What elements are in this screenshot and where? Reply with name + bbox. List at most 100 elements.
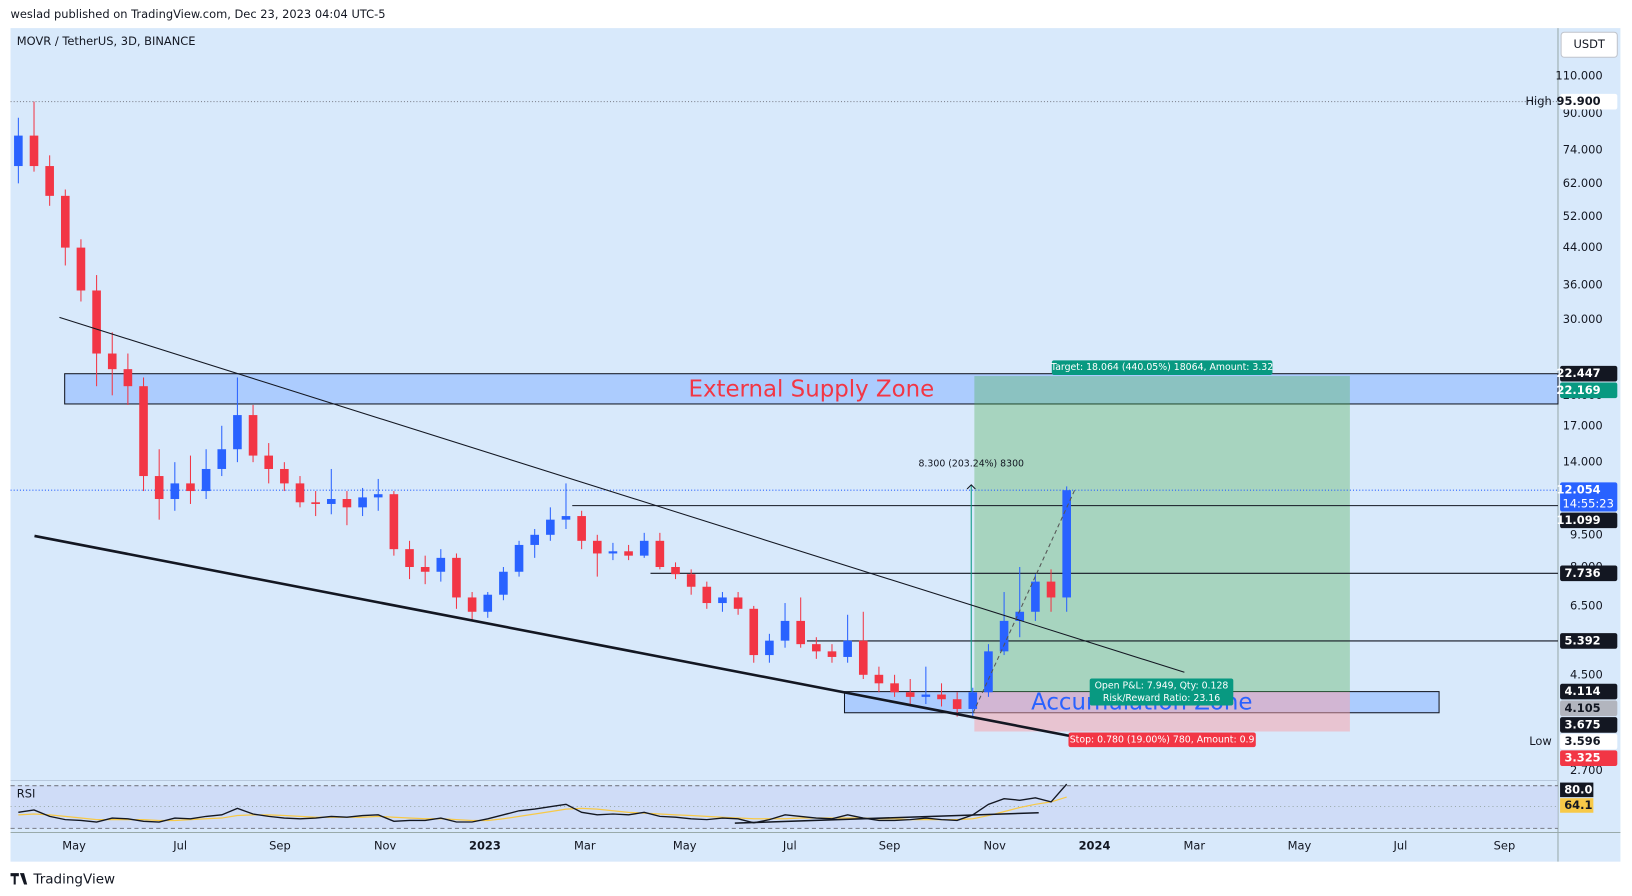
price-tag <box>1560 733 1618 750</box>
rsi-tag <box>1560 782 1594 798</box>
candle-body <box>405 549 414 568</box>
y-tick-label: 62.000 <box>1563 176 1603 190</box>
position-label: Open P&L: 7.949, Qty: 0.128 <box>1095 680 1229 691</box>
candle-body <box>702 586 712 604</box>
x-tick-label: 2023 <box>469 839 501 853</box>
candle-body <box>452 557 461 598</box>
trend-line <box>34 534 1070 738</box>
x-tick-label: Sep <box>879 839 901 853</box>
price-tag-label: 4.114 <box>1564 684 1600 698</box>
price-tag-label: 4.105 <box>1564 701 1600 715</box>
candle-body <box>639 540 649 556</box>
price-tag <box>1560 750 1618 767</box>
candle-body <box>342 499 352 508</box>
candle-body <box>655 540 665 568</box>
price-note: Low <box>1529 734 1552 748</box>
candle-body <box>483 594 493 612</box>
y-tick-label: 2.700 <box>1570 763 1603 777</box>
price-tag <box>1560 93 1618 110</box>
candle-body <box>233 415 242 450</box>
candle-body <box>905 692 915 697</box>
x-tick-label: Jul <box>782 839 797 853</box>
price-tag-label: 3.675 <box>1564 717 1600 731</box>
price-tag <box>1560 717 1618 733</box>
candle-body <box>373 494 383 498</box>
candle-body <box>436 557 446 572</box>
candle-body <box>968 692 978 709</box>
candle-body <box>514 544 524 572</box>
y-tick-label: 30.000 <box>1563 312 1603 326</box>
price-tag-label: 5.392 <box>1564 633 1600 647</box>
zone-label: External Supply Zone <box>689 376 935 402</box>
candle-body <box>217 449 227 469</box>
candle-body <box>420 567 430 572</box>
candle-body <box>999 620 1009 652</box>
candle-body <box>45 166 54 196</box>
candle-body <box>577 516 586 541</box>
measure-arrow <box>966 484 976 490</box>
price-tag <box>1560 565 1618 582</box>
candle-body <box>311 502 320 504</box>
candle-body <box>780 620 790 641</box>
candle-body <box>530 534 539 545</box>
rsi-tag-label: 80.0 <box>1564 782 1592 796</box>
candle-body <box>358 497 367 508</box>
candle-body <box>718 597 727 604</box>
candle-body <box>14 135 23 167</box>
candle-body <box>76 247 86 291</box>
price-note: High <box>1525 94 1551 108</box>
candle-body <box>92 290 101 354</box>
candle-body <box>60 195 70 248</box>
candle-body <box>107 353 117 370</box>
trend-line <box>59 316 1185 673</box>
position-tag <box>1068 732 1256 748</box>
candle-body <box>154 476 164 500</box>
candle-body <box>201 468 211 492</box>
candle-body <box>827 651 837 657</box>
candle-body <box>843 640 852 657</box>
candle-body <box>1031 581 1040 612</box>
price-tag-label: 11.099 <box>1557 513 1601 527</box>
price-tag-label: 95.900 <box>1557 94 1601 108</box>
candle-body <box>984 651 993 693</box>
candle-body <box>858 640 868 675</box>
currency-button[interactable] <box>1560 31 1618 58</box>
candle-body <box>467 597 477 612</box>
candle-body <box>937 694 946 700</box>
candle-body <box>546 519 555 535</box>
candle-body <box>765 640 774 656</box>
x-tick-label: Jul <box>172 839 187 853</box>
candle-body <box>686 574 696 587</box>
x-tick-label: Mar <box>1184 839 1206 853</box>
y-tick-label: 44.000 <box>1563 240 1603 254</box>
candle-body <box>561 516 571 520</box>
y-tick-label: 6.500 <box>1570 598 1603 612</box>
price-tag <box>1560 365 1618 382</box>
rsi-ma <box>18 796 1067 822</box>
rsi-title: RSI <box>17 787 36 801</box>
trend-line <box>972 488 1076 714</box>
candle-body <box>592 540 602 554</box>
price-tag-label: 22.169 <box>1557 383 1601 397</box>
currency: USDT <box>1573 37 1605 51</box>
y-tick-label: 110.000 <box>1555 68 1602 82</box>
price-tag-label: 3.596 <box>1564 734 1600 748</box>
x-tick-label: May <box>62 839 86 853</box>
price-tag-label: 12.054 <box>1557 483 1601 497</box>
y-tick-label: 52.000 <box>1563 209 1603 223</box>
y-tick-label: 4.500 <box>1570 667 1603 681</box>
candle-body <box>186 483 195 492</box>
price-tag <box>1560 482 1618 512</box>
price-tag <box>1560 700 1618 717</box>
y-tick-label: 74.000 <box>1563 143 1603 157</box>
rsi-trend-line <box>734 811 1039 824</box>
x-tick-label: Jul <box>1393 839 1408 853</box>
candle-body <box>326 499 336 504</box>
candle-body <box>812 644 821 652</box>
header: weslad published on TradingView.com, Dec… <box>11 7 386 21</box>
position-label: Target: 18.064 (440.05%) 18064, Amount: … <box>1050 362 1273 373</box>
position-tag <box>1051 360 1273 376</box>
candle-body <box>1062 490 1071 598</box>
